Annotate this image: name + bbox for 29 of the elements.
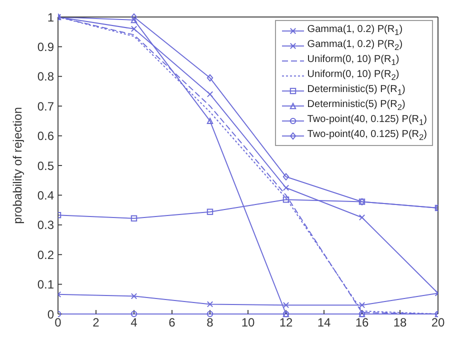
y-tick-label: 0.1 [37, 278, 54, 292]
x-tick-label: 18 [393, 316, 407, 330]
y-tick-label: 0.2 [37, 248, 54, 262]
y-tick-label: 0.5 [37, 158, 54, 173]
legend-label: Two-point(40, 0.125) P(R$_{2}$) [307, 129, 427, 142]
x-tick-label: 14 [317, 316, 331, 330]
y-tick-label: 0.4 [37, 188, 54, 202]
x-tick-label: 6 [168, 316, 176, 330]
legend-label: Uniform(0, 10) P(R$_{1}$) [307, 54, 400, 67]
legend-label: Uniform(0, 10) P(R$_{2}$) [307, 69, 400, 82]
legend-label: Deterministic(5) P(R$_{1}$) [307, 84, 406, 97]
x-tick-label: 8 [206, 316, 214, 330]
x-tick-label: 16 [355, 316, 369, 330]
x-tick-label: 10 [241, 316, 255, 330]
y-tick-label: 0.7 [37, 99, 54, 114]
y-tick-label: 0.6 [37, 129, 54, 144]
x-tick-label: 12 [279, 316, 293, 330]
y-tick-label: 0.3 [37, 218, 54, 232]
x-tick-label: 20 [431, 316, 445, 330]
legend-label: Two-point(40, 0.125) P(R$_{1}$) [307, 114, 427, 127]
y-axis-title: probability of rejection [10, 107, 24, 224]
y-tick-label: 0.8 [37, 70, 54, 84]
legend-label: Gamma(1, 0.2) P(R$_{1}$) [307, 24, 403, 37]
y-tick-label: 1 [47, 10, 54, 24]
x-tick-label: 4 [130, 316, 138, 330]
x-tick-label: 2 [92, 316, 100, 330]
legend-label: Gamma(1, 0.2) P(R$_{2}$) [307, 39, 403, 52]
legend-label: Deterministic(5) P(R$_{2}$) [307, 99, 406, 112]
y-tick-label: 0.9 [37, 40, 54, 54]
